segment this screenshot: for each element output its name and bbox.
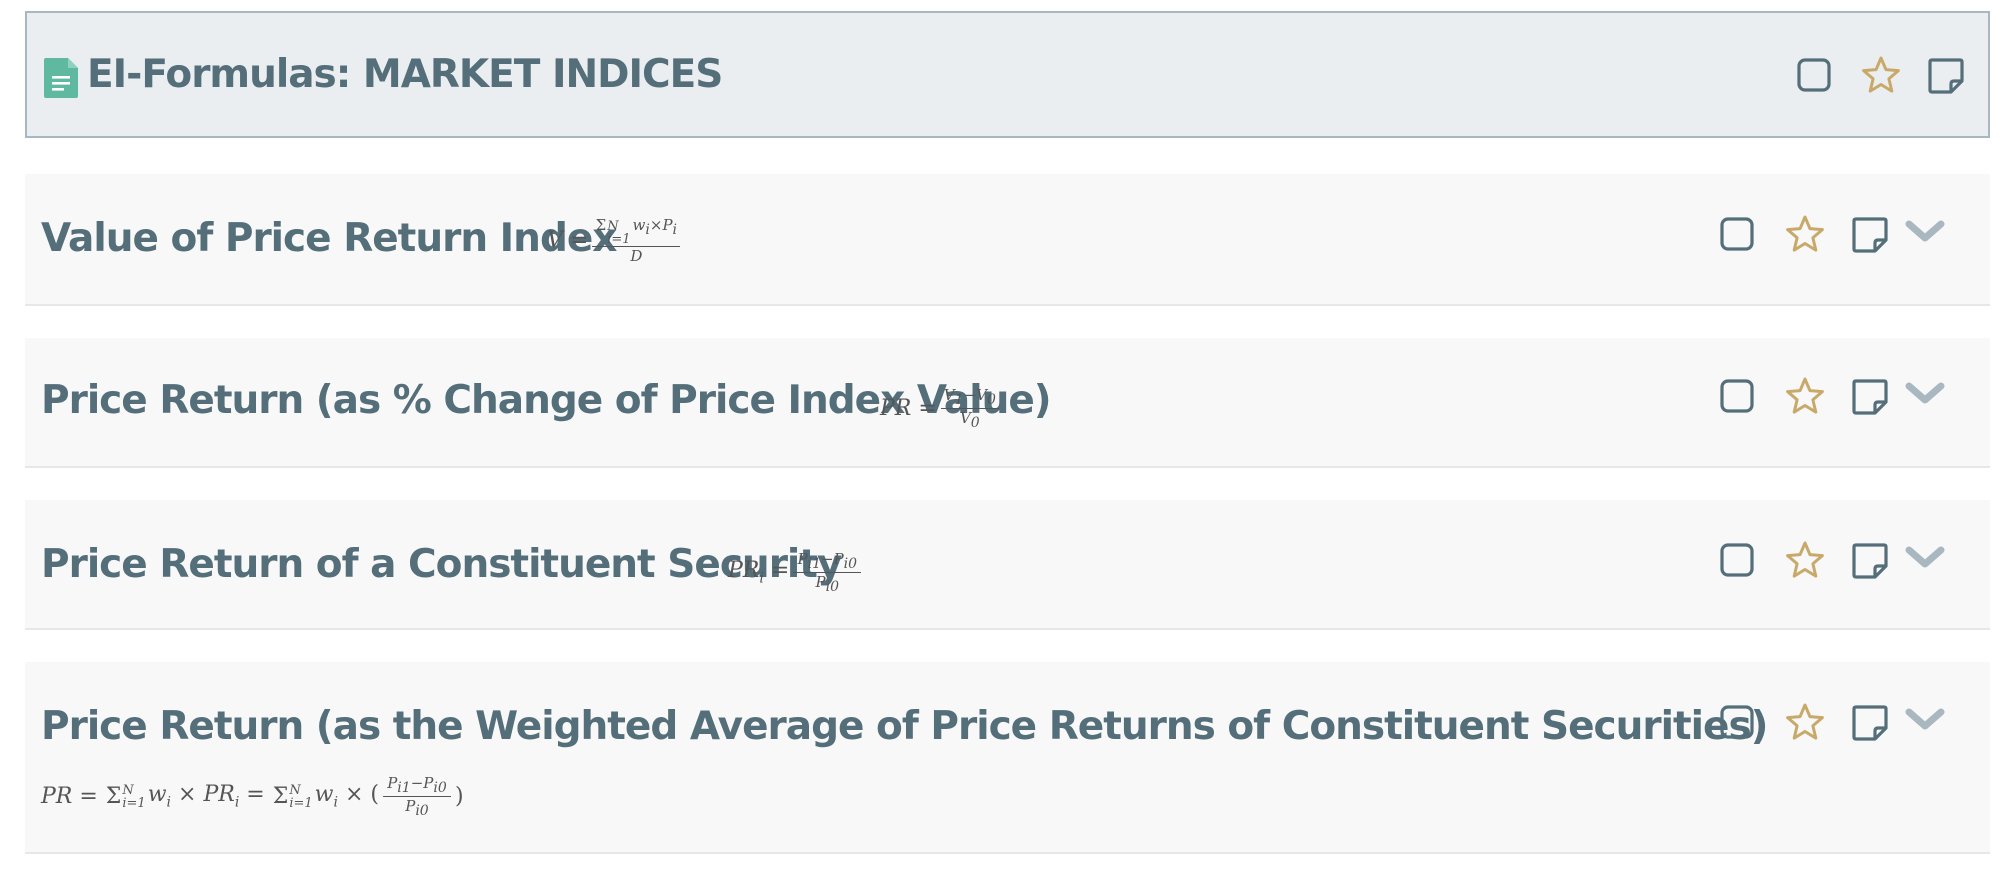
list-item[interactable]: Price Return (as % Change of Price Index…: [25, 338, 1990, 468]
star-icon[interactable]: [1785, 214, 1825, 254]
page-title: EI-Formulas: MARKET INDICES: [87, 52, 723, 97]
checkbox-icon[interactable]: [1719, 216, 1759, 256]
note-icon[interactable]: [1851, 704, 1891, 744]
chevron-down-icon[interactable]: [1905, 380, 1945, 420]
note-icon[interactable]: [1851, 216, 1891, 256]
chevron-down-icon[interactable]: [1905, 544, 1945, 584]
chevron-down-icon[interactable]: [1905, 706, 1945, 746]
star-icon[interactable]: [1861, 55, 1901, 95]
item-title: Price Return of a Constituent Security: [41, 542, 842, 587]
item-title: Price Return (as % Change of Price Index…: [41, 378, 1052, 423]
checkbox-icon[interactable]: [1719, 704, 1759, 744]
checkbox-icon[interactable]: [1719, 542, 1759, 582]
page-header: EI-Formulas: MARKET INDICES: [25, 11, 1990, 138]
chevron-down-icon[interactable]: [1905, 218, 1945, 258]
item-formula: PR = V1−V0 V0: [880, 386, 1003, 431]
note-icon[interactable]: [1851, 378, 1891, 418]
item-title: Price Return (as the Weighted Average of…: [41, 704, 1769, 749]
item-formula: PRi = Pi1−Pi0 Pi0: [728, 550, 865, 595]
document-icon: [44, 58, 80, 98]
item-title: Value of Price Return Index: [41, 216, 617, 261]
checkbox-icon[interactable]: [1719, 378, 1759, 418]
list-item[interactable]: Price Return of a Constituent Security P…: [25, 500, 1990, 630]
star-icon[interactable]: [1785, 376, 1825, 416]
checkbox-icon[interactable]: [1796, 57, 1836, 97]
star-icon[interactable]: [1785, 540, 1825, 580]
note-icon[interactable]: [1927, 57, 1967, 97]
note-icon[interactable]: [1851, 542, 1891, 582]
list-item[interactable]: Price Return (as the Weighted Average of…: [25, 662, 1990, 854]
star-icon[interactable]: [1785, 702, 1825, 742]
